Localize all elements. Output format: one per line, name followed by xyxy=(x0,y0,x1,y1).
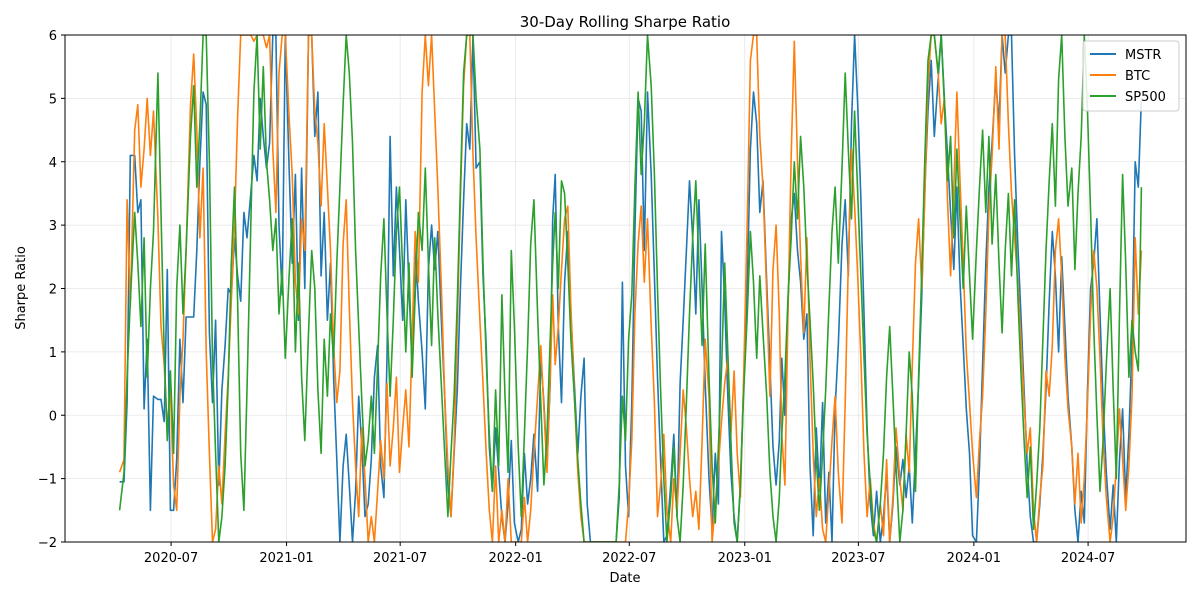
legend-box xyxy=(1082,40,1180,112)
x-tick-label: 2024-07 xyxy=(1061,551,1115,566)
x-tick-label: 2023-07 xyxy=(831,551,885,566)
y-tick-label: 2 xyxy=(49,283,57,298)
x-tick-label: 2021-07 xyxy=(373,551,427,566)
y-axis: −2 −1 0 1 2 3 4 5 6 xyxy=(38,29,65,551)
series-line-btc xyxy=(118,35,1143,542)
x-axis-title: Date xyxy=(609,571,640,586)
legend-label-mstr: MSTR xyxy=(1125,48,1161,63)
y-tick-label: 6 xyxy=(49,29,57,44)
x-tick-label: 2024-01 xyxy=(947,551,1001,566)
y-tick-label: −1 xyxy=(38,473,57,488)
legend-label-btc: BTC xyxy=(1125,69,1150,84)
legend-label-sp500: SP500 xyxy=(1125,90,1166,105)
y-axis-title: Sharpe Ratio xyxy=(14,246,29,330)
chart-title: 30-Day Rolling Sharpe Ratio xyxy=(520,13,731,31)
y-tick-label: 3 xyxy=(49,219,57,234)
series-layer xyxy=(118,35,1143,542)
x-tick-label: 2022-07 xyxy=(602,551,656,566)
x-tick-label: 2022-01 xyxy=(488,551,542,566)
y-tick-label: 4 xyxy=(49,156,57,171)
x-axis: 2020-07 2021-01 2021-07 2022-01 2022-07 2023-… xyxy=(144,542,1115,566)
x-tick-label: 2020-07 xyxy=(144,551,198,566)
y-tick-label: −2 xyxy=(38,536,57,551)
y-tick-label: 0 xyxy=(49,409,57,424)
x-tick-label: 2023-01 xyxy=(718,551,772,566)
series-line-sp500 xyxy=(118,35,1143,542)
y-tick-label: 5 xyxy=(49,92,57,107)
y-tick-label: 1 xyxy=(49,346,57,361)
x-tick-label: 2021-01 xyxy=(259,551,313,566)
legend: MSTR BTC SP500 xyxy=(1082,40,1180,112)
